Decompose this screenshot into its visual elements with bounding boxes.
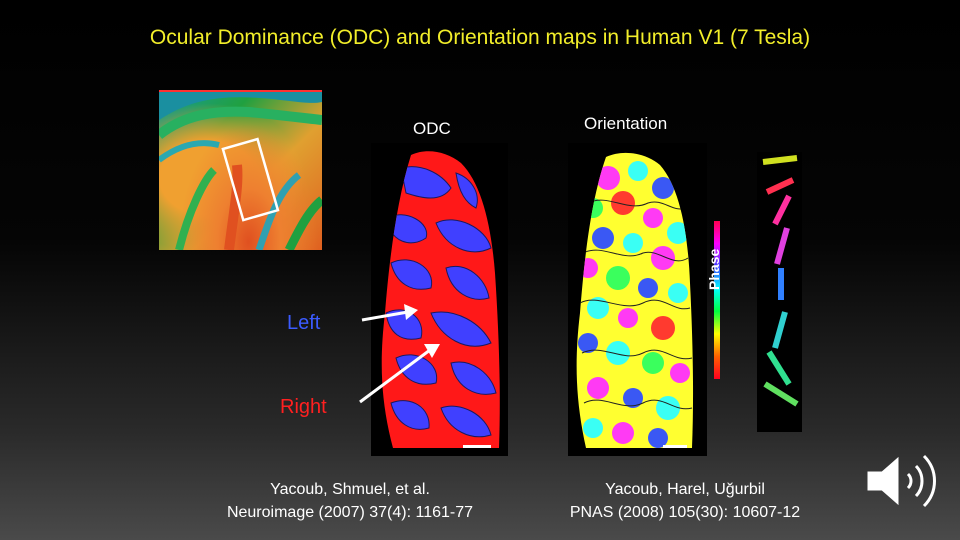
legend-bar-1: [765, 177, 795, 195]
left-arrow-icon: [361, 310, 409, 322]
orientation-reference-journal: PNAS (2008) 105(30): 10607-12: [569, 504, 801, 521]
orientation-label: Orientation: [584, 114, 668, 133]
legend-bar-5: [772, 311, 788, 349]
orientation-reference: Yacoub, Harel, Uğurbil PNAS (2008) 105(3…: [525, 478, 845, 524]
odc-map: [371, 143, 508, 456]
orientation-reference-authors: Yacoub, Harel, Uğurbil: [605, 481, 765, 498]
odc-label: ODC: [413, 119, 451, 138]
odc-reference-authors: Yacoub, Shmuel, et al.: [270, 481, 430, 498]
odc-reference-journal: Neuroimage (2007) 37(4): 1161-77: [226, 504, 474, 521]
speaker-icon[interactable]: [864, 452, 940, 510]
phase-label: Phase: [706, 248, 722, 290]
right-eye-label: Right: [280, 396, 327, 418]
legend-bar-0: [762, 155, 798, 165]
orientation-legend: [757, 152, 802, 432]
legend-bar-2: [772, 194, 792, 226]
right-arrow-icon: [359, 348, 431, 404]
orientation-map: [568, 143, 707, 456]
mri-anatomy-image: [159, 90, 322, 250]
odc-reference: Yacoub, Shmuel, et al. Neuroimage (2007)…: [190, 478, 510, 524]
legend-bar-7: [763, 381, 799, 407]
legend-bar-3: [774, 227, 790, 265]
left-eye-label: Left: [287, 312, 321, 334]
phase-colorbar: [714, 221, 720, 379]
slide-title: Ocular Dominance (ODC) and Orientation m…: [149, 26, 811, 49]
arrows-graphic: [359, 304, 440, 404]
legend-bar-6: [766, 350, 792, 386]
